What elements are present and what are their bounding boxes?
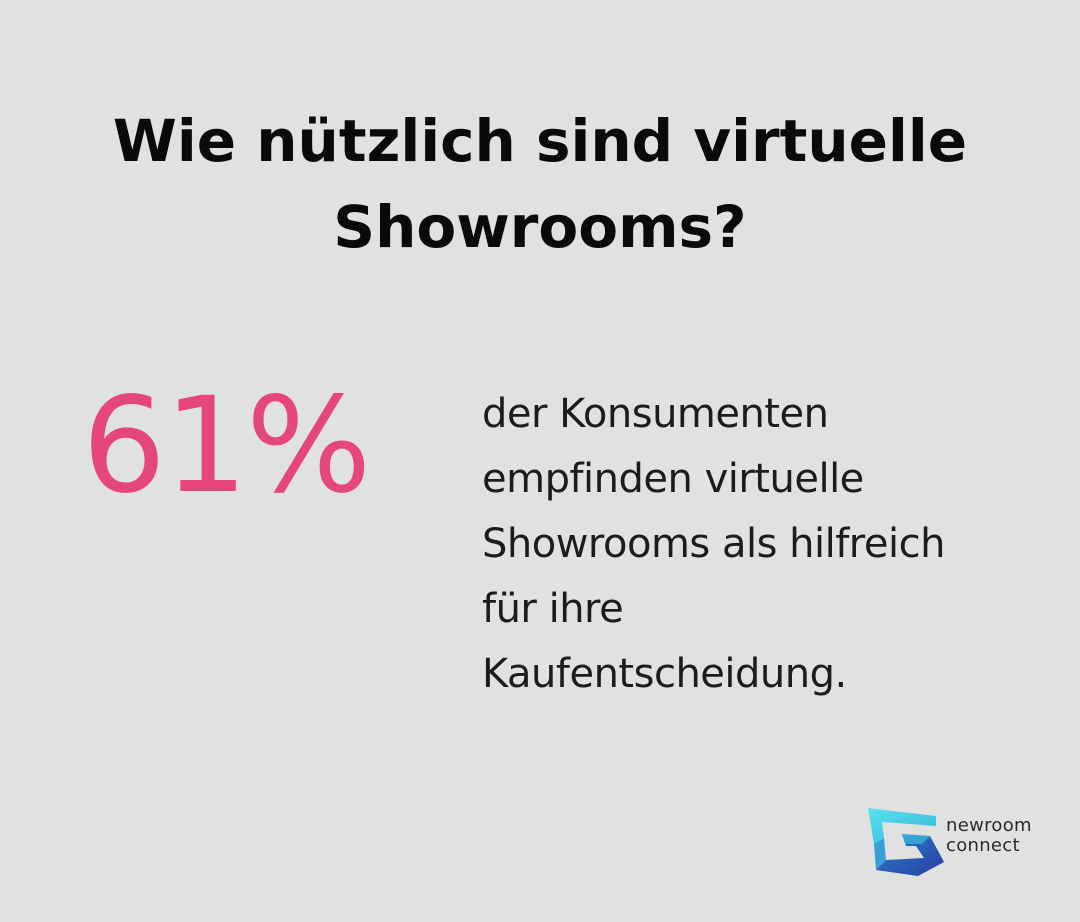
- stat-description-line-2: empfinden virtuelle: [482, 456, 864, 502]
- page-title-line-2: Showrooms?: [333, 193, 747, 261]
- page-title: Wie nützlich sind virtuelle Showrooms?: [40, 98, 1040, 270]
- brand-logo-line-2: connect: [946, 835, 1020, 856]
- page-title-line-1: Wie nützlich sind virtuelle: [112, 107, 968, 175]
- stat-percentage: 61%: [82, 369, 371, 523]
- stat-description-line-3: Showrooms als hilfreich: [482, 521, 945, 567]
- stat-description-line-1: der Konsumenten: [482, 391, 829, 437]
- brand-logo: newroom connect: [866, 804, 1046, 880]
- stat-description-line-5: Kaufentscheidung.: [482, 651, 847, 697]
- brand-logo-line-1: newroom: [946, 815, 1032, 836]
- stat-description: der Konsumenten empfinden virtuelle Show…: [482, 382, 1042, 707]
- newroom-connect-logo-icon: [868, 808, 944, 876]
- brand-logo-text: newroom connect: [946, 816, 1032, 856]
- stat-description-line-4: für ihre: [482, 586, 624, 632]
